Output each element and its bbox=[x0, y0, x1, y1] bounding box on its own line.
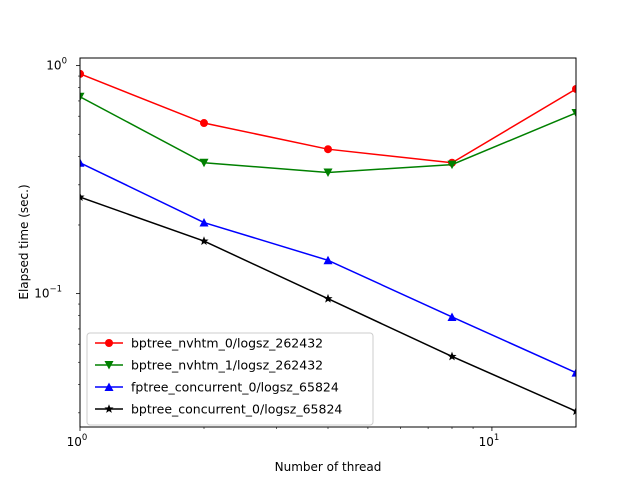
data-point bbox=[80, 158, 85, 167]
data-point bbox=[199, 236, 209, 245]
legend-marker bbox=[104, 404, 114, 413]
legend-label: fptree_concurrent_0/logsz_65824 bbox=[131, 380, 339, 395]
legend-label: bptree_nvhtm_1/logsz_262432 bbox=[131, 358, 323, 373]
data-point bbox=[571, 406, 576, 416]
legend-label: bptree_nvhtm_0/logsz_262432 bbox=[131, 336, 323, 351]
legend-marker bbox=[104, 361, 114, 370]
data-point bbox=[200, 119, 208, 128]
data-point bbox=[324, 145, 332, 154]
legend-box bbox=[86, 332, 374, 426]
legend-label: bptree_concurrent_0/logsz_65824 bbox=[131, 402, 342, 417]
data-point bbox=[447, 312, 457, 321]
data-point bbox=[80, 92, 85, 102]
data-point bbox=[572, 84, 576, 93]
x-axis-label: Number of thread bbox=[275, 460, 382, 474]
y-axis-label: Elapsed time (sec.) bbox=[17, 184, 31, 299]
legend-marker bbox=[105, 339, 113, 347]
data-point bbox=[323, 255, 333, 265]
data-point bbox=[199, 158, 209, 168]
data-point bbox=[80, 192, 85, 201]
legend: bptree_nvhtm_0/logsz_262432 bptree_nvhtm_… bbox=[86, 332, 374, 426]
data-point bbox=[571, 368, 576, 377]
plot-area bbox=[80, 69, 576, 416]
data-point bbox=[447, 160, 457, 170]
legend-marker bbox=[104, 382, 114, 391]
data-point bbox=[447, 351, 457, 361]
plot-clip-group bbox=[80, 69, 576, 416]
data-point bbox=[80, 69, 84, 78]
data-point bbox=[323, 293, 333, 303]
data-point bbox=[571, 108, 576, 118]
data-point bbox=[199, 218, 209, 227]
data-point bbox=[323, 168, 333, 177]
